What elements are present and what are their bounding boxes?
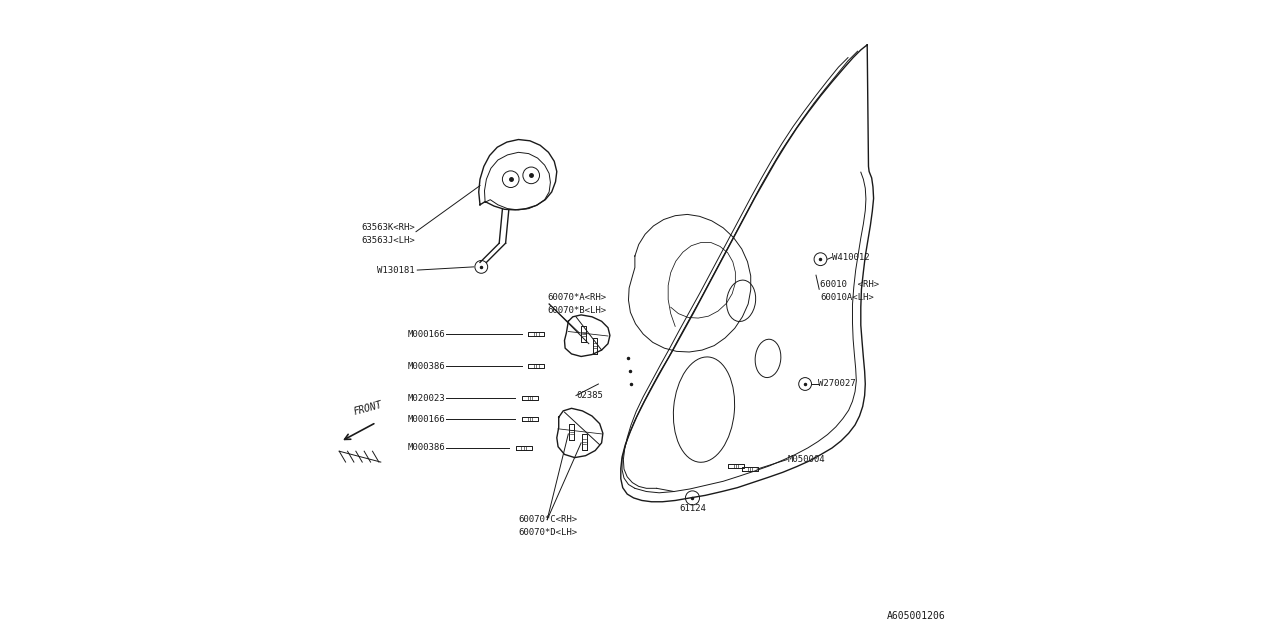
Text: M000386: M000386 bbox=[407, 362, 445, 371]
Text: 60070*A<RH>: 60070*A<RH> bbox=[548, 293, 607, 302]
Text: W410012: W410012 bbox=[832, 253, 869, 262]
Text: M000166: M000166 bbox=[407, 415, 445, 424]
Text: M020023: M020023 bbox=[407, 394, 445, 403]
Text: 60010A<LH>: 60010A<LH> bbox=[820, 293, 874, 302]
Text: M050004: M050004 bbox=[787, 455, 824, 464]
Text: A605001206: A605001206 bbox=[887, 611, 946, 621]
Text: 61124: 61124 bbox=[680, 504, 705, 513]
Text: 63563K<RH>: 63563K<RH> bbox=[361, 223, 415, 232]
Text: FRONT: FRONT bbox=[352, 399, 384, 417]
Text: 02385: 02385 bbox=[576, 391, 603, 400]
Text: 60070*B<LH>: 60070*B<LH> bbox=[548, 306, 607, 315]
Text: W270027: W270027 bbox=[818, 380, 855, 388]
Text: 60070*D<LH>: 60070*D<LH> bbox=[518, 528, 577, 537]
Text: M000386: M000386 bbox=[407, 444, 445, 452]
Text: M000166: M000166 bbox=[407, 330, 445, 339]
Text: 60070*C<RH>: 60070*C<RH> bbox=[518, 515, 577, 524]
Text: 63563J<LH>: 63563J<LH> bbox=[361, 236, 415, 244]
Text: 60010  <RH>: 60010 <RH> bbox=[820, 280, 879, 289]
Text: W130181: W130181 bbox=[378, 266, 415, 275]
